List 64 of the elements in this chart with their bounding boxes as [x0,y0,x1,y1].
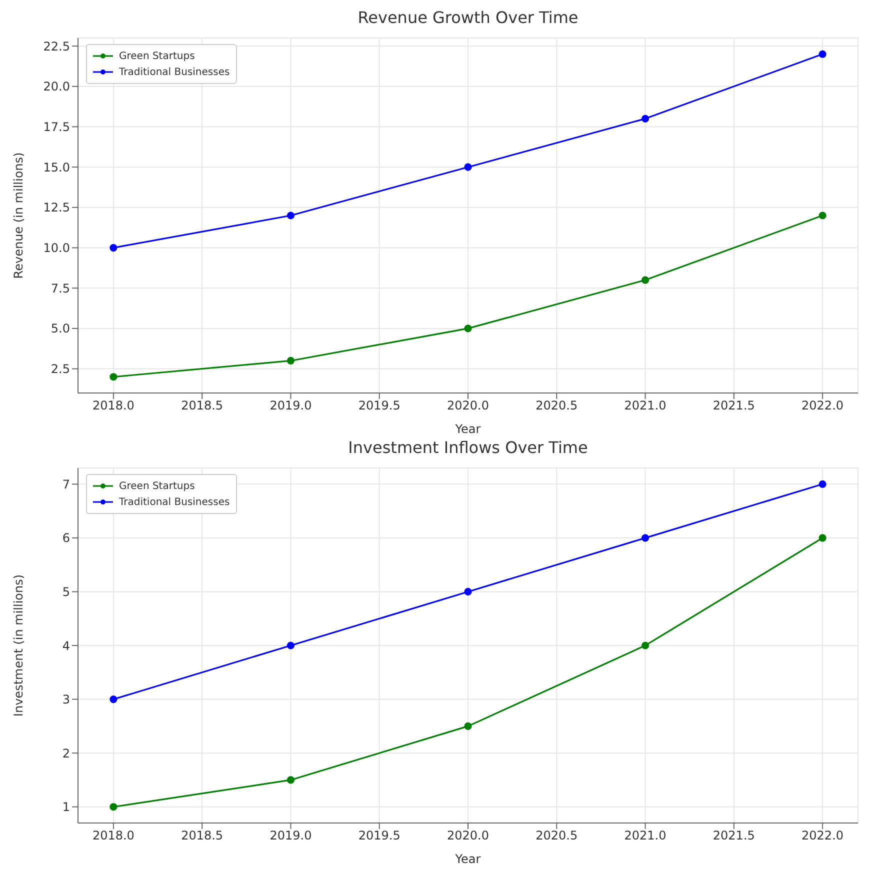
y-tick-label: 5 [62,584,70,599]
legend-label: Green Startups [119,480,195,492]
y-tick-label: 15.0 [43,160,70,174]
y-axis-title: Investment (in millions) [11,574,26,717]
x-tick-label: 2020.5 [536,828,578,843]
y-axis-title: Revenue (in millions) [11,152,26,279]
point [110,803,118,811]
point [464,324,472,332]
point [641,642,650,650]
legend-label: Traditional Businesses [119,496,230,508]
y-tick-label: 2 [62,746,70,760]
x-tick-label: 2018.5 [181,398,224,413]
x-tick-label: 2021.5 [712,398,755,413]
y-tick-label: 17.5 [43,120,70,134]
y-tick-label: 2.5 [50,362,70,376]
x-tick-label: 2019.0 [270,828,312,843]
legend-label: Green Startups [119,50,195,62]
x-axis-title: Year [454,422,481,436]
point [286,212,295,220]
point [286,356,295,365]
x-tick-label: 2020.0 [447,398,489,413]
point [110,244,118,252]
x-tick-label: 2021.0 [624,828,666,843]
point [464,588,472,596]
point [464,163,472,171]
point [641,114,650,122]
y-tick-label: 7 [62,477,70,492]
y-tick-label: 4 [62,638,70,653]
point [818,50,826,58]
y-tick-label: 1 [62,800,70,814]
point [464,722,472,730]
x-tick-label: 2021.0 [624,398,666,413]
legend-label: Traditional Businesses [119,66,230,78]
x-tick-label: 2021.5 [712,828,755,843]
x-tick-label: 2020.5 [536,398,578,413]
x-tick-label: 2019.0 [270,398,312,413]
x-tick-label: 2019.5 [358,828,400,843]
chart-title: Revenue Growth Over Time [356,8,580,29]
point [110,695,118,704]
y-tick-label: 7.5 [50,281,70,296]
y-tick-label: 6 [62,531,70,546]
x-tick-label: 2022.0 [802,398,844,413]
x-tick-label: 2022.0 [802,828,844,843]
y-tick-label: 20.0 [43,80,70,94]
y-tick-label: 22.5 [43,39,70,54]
point [641,276,650,284]
x-tick-label: 2018.0 [92,828,134,843]
point [818,534,826,542]
chart-title: Investment Inflows Over Time [347,438,589,459]
point [641,534,650,542]
y-tick-label: 12.5 [43,200,70,215]
y-tick-label: 5.0 [50,322,70,336]
point [818,480,826,488]
y-tick-label: 10.0 [43,241,70,256]
y-tick-label: 3 [62,692,70,707]
point [286,776,295,784]
x-tick-label: 2018.5 [181,828,224,843]
point [286,642,295,650]
x-tick-label: 2018.0 [92,398,134,413]
point [818,212,826,220]
point [110,373,118,381]
x-tick-label: 2020.0 [447,828,489,843]
x-axis-title: Year [454,852,481,866]
x-tick-label: 2019.5 [358,398,400,413]
